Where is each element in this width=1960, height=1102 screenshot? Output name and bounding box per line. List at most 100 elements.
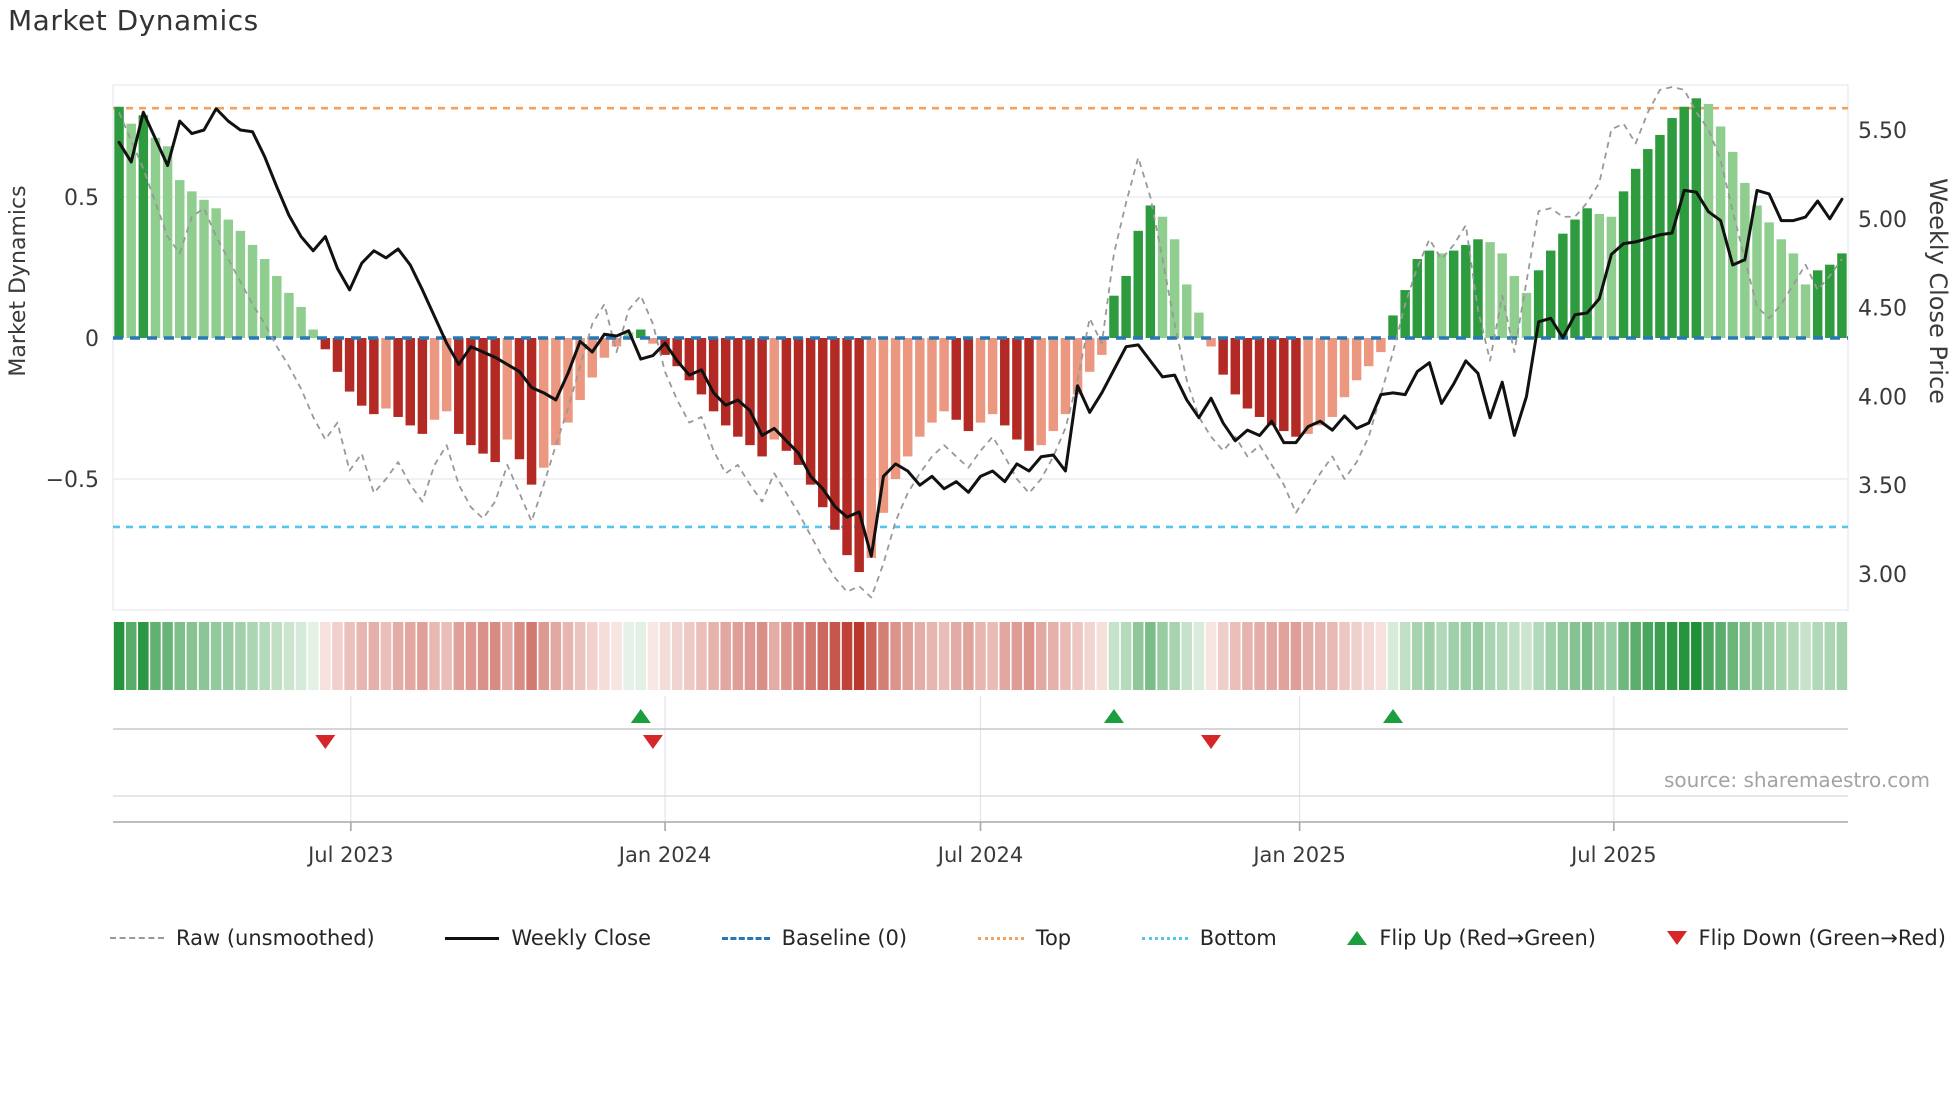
- dynamics-bar: [757, 338, 767, 457]
- heatmap-cell: [465, 622, 477, 690]
- dynamics-bar: [332, 338, 343, 372]
- dynamics-bar: [951, 338, 961, 420]
- flip-down-marker-icon: [1201, 735, 1222, 749]
- dynamics-bar: [1800, 284, 1811, 338]
- dynamics-bar: [842, 338, 852, 556]
- x-tick-label: Jul 2024: [936, 843, 1023, 867]
- dynamics-bar: [745, 338, 755, 446]
- dynamics-bar: [1776, 239, 1787, 338]
- left-tick-label: 0.5: [64, 186, 99, 211]
- dynamics-bar: [1339, 338, 1350, 398]
- dynamics-bar: [551, 338, 561, 446]
- heatmap-cell: [368, 622, 380, 690]
- dynamics-bar: [1764, 222, 1774, 338]
- dynamics-bar: [1691, 98, 1702, 338]
- heatmap-cell: [1703, 622, 1714, 690]
- dynamics-bar: [1643, 149, 1653, 338]
- legend-item-flip-down: Flip Down (Green→Red): [1666, 926, 1946, 950]
- heatmap-cell: [926, 622, 938, 690]
- legend-label: Flip Up (Red→Green): [1379, 926, 1596, 950]
- heatmap-cell: [1108, 622, 1120, 690]
- dynamics-bar: [987, 338, 998, 415]
- x-tick-label: Jul 2025: [1569, 843, 1656, 867]
- dynamics-bar: [199, 199, 209, 338]
- heatmap-cell: [1145, 622, 1156, 690]
- right-tick-label: 3.00: [1858, 563, 1907, 588]
- heatmap-cell: [356, 622, 367, 690]
- heatmap-cell: [963, 622, 974, 690]
- heatmap-cell: [744, 622, 756, 690]
- dynamics-bar: [1521, 292, 1532, 338]
- dynamics-bar: [563, 338, 573, 423]
- heatmap-cell: [198, 622, 210, 690]
- heatmap-cell: [1072, 622, 1083, 690]
- heatmap-cell: [1533, 622, 1544, 690]
- dynamics-bar: [1703, 103, 1714, 338]
- heatmap-cell: [247, 622, 258, 690]
- heatmap-cell: [793, 622, 804, 690]
- heatmap-cell: [1412, 622, 1423, 690]
- heatmap-cell: [671, 622, 683, 690]
- heatmap-cell: [477, 622, 489, 690]
- heatmap-cell: [708, 622, 719, 690]
- dynamics-bar: [429, 338, 440, 420]
- dynamics-bar: [1194, 312, 1204, 338]
- dynamics-bar: [538, 338, 549, 468]
- dynamics-bar: [1327, 338, 1338, 417]
- dynamics-bar: [830, 338, 840, 530]
- dynamics-bar: [1060, 338, 1071, 415]
- heatmap-cell: [1836, 622, 1848, 690]
- dynamics-bar: [1218, 338, 1228, 375]
- dynamics-bar: [405, 338, 415, 426]
- heatmap-cell: [1278, 622, 1290, 690]
- heatmap-cell: [1472, 622, 1484, 690]
- heatmap-cell: [1230, 622, 1241, 690]
- legend-label: Raw (unsmoothed): [176, 926, 375, 950]
- heatmap-cell: [125, 622, 137, 690]
- left-tick-label: 0: [85, 327, 99, 352]
- flip-up-triangle-icon: [1347, 931, 1368, 945]
- dynamics-bar: [684, 338, 695, 381]
- raw-line-icon: [110, 937, 164, 939]
- heatmap-cell: [562, 622, 574, 690]
- dynamics-bar: [126, 123, 136, 339]
- dynamics-bar: [247, 244, 258, 338]
- flip-down-triangle-icon: [1666, 931, 1687, 945]
- dynamics-bar: [1376, 338, 1386, 353]
- heatmap-cell: [429, 622, 440, 690]
- heatmap-cell: [890, 622, 901, 690]
- heatmap-cell: [259, 622, 270, 690]
- heatmap-cell: [829, 622, 841, 690]
- dynamics-bar: [235, 230, 246, 338]
- heatmap-cell: [975, 622, 986, 690]
- heatmap-cell: [1436, 622, 1447, 690]
- dynamics-bar: [672, 338, 682, 367]
- grid-layer: [112, 84, 1849, 611]
- heatmap-cell: [222, 622, 234, 690]
- dynamics-bar: [259, 259, 270, 338]
- dynamics-bar: [114, 106, 124, 338]
- dynamics-bar: [320, 338, 331, 350]
- heatmap-cell: [1120, 622, 1132, 690]
- dynamics-bar: [1024, 338, 1034, 451]
- dynamics-bar: [1145, 205, 1156, 338]
- dynamics-bar: [1728, 151, 1738, 338]
- heatmap-cell: [1387, 622, 1399, 690]
- reference-lines-layer: [113, 106, 1848, 529]
- heatmap-cell: [295, 622, 307, 690]
- dynamics-bar: [381, 338, 391, 409]
- dynamics-bar: [272, 275, 282, 338]
- flip-up-marker-icon: [630, 709, 651, 723]
- legend: Raw (unsmoothed) Weekly Close Baseline (…: [110, 926, 1946, 950]
- baseline-line-icon: [721, 936, 770, 940]
- heatmap-cell: [817, 622, 829, 690]
- heatmap-cell: [174, 622, 185, 690]
- dynamics-bar: [611, 338, 622, 347]
- heatmap-cell: [805, 622, 816, 690]
- dynamics-bar: [1315, 338, 1325, 426]
- dynamics-bar: [1752, 205, 1762, 338]
- dynamics-bar: [1206, 338, 1216, 347]
- heatmap-cell: [1739, 622, 1751, 690]
- dynamics-bar: [1364, 338, 1374, 367]
- heatmap-cell: [1011, 622, 1023, 690]
